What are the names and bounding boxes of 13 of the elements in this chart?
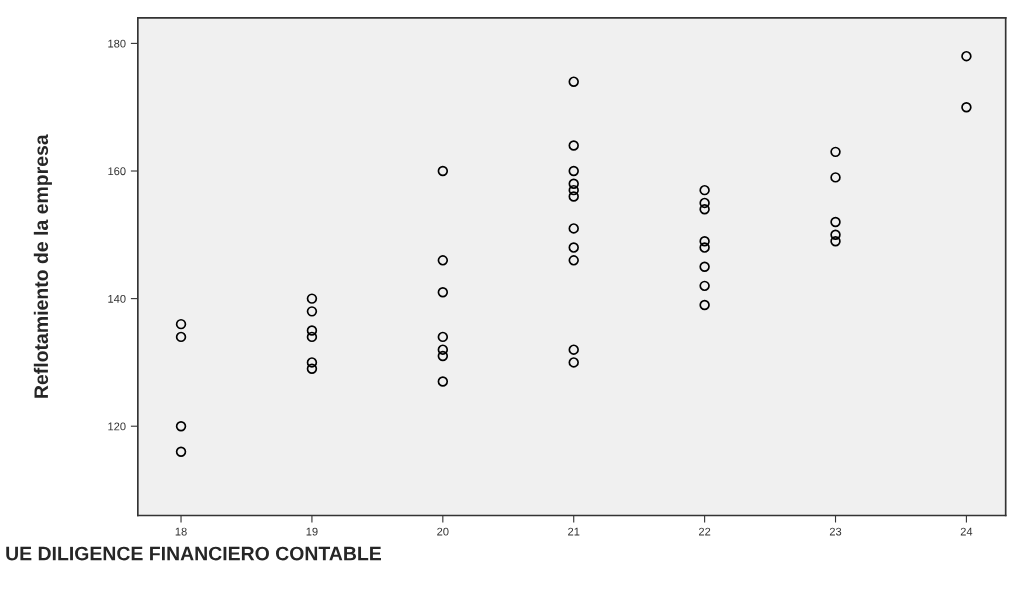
x-tick-label: 22	[699, 527, 711, 536]
x-axis-title: UE DILIGENCE FINANCIERO CONTABLE	[6, 546, 382, 561]
x-tick-label: 23	[829, 527, 842, 536]
y-tick-label: 120	[108, 422, 126, 431]
x-tick-label: 18	[175, 527, 187, 536]
y-axis-title: Reflotamiento de la empresa	[33, 134, 52, 398]
x-tick-label: 20	[437, 527, 449, 536]
y-tick-label: 180	[108, 39, 126, 48]
x-tick-label: 19	[306, 527, 318, 536]
y-tick-label: 140	[108, 294, 126, 303]
y-tick-label: 160	[108, 167, 126, 176]
x-tick-label: 24	[960, 527, 973, 536]
x-tick-label: 21	[568, 527, 580, 536]
